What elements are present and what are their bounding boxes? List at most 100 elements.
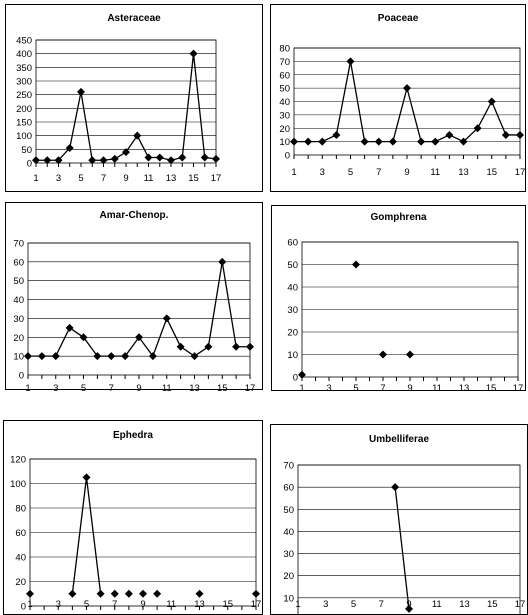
y-tick-label: 0 xyxy=(19,371,24,382)
x-tick-label: 17 xyxy=(515,599,526,610)
x-tick-label: 17 xyxy=(515,167,526,178)
x-tick-label: 5 xyxy=(78,173,83,184)
chart-panel-2: Amar-Chenop. 0 10 20 30 40 50 60 70 1 3 5 7 9 11 13 15 17 xyxy=(5,202,263,394)
y-tick-label: 60 xyxy=(287,238,298,249)
x-tick-label: 9 xyxy=(136,383,141,394)
data-point xyxy=(459,137,468,146)
y-tick-label: 10 xyxy=(279,137,290,148)
x-tick-label: 13 xyxy=(458,167,469,178)
data-point xyxy=(167,156,175,165)
y-tick-label: 450 xyxy=(16,36,32,47)
data-point xyxy=(406,350,414,359)
x-tick-label: 5 xyxy=(348,167,353,178)
y-tick-label: 0 xyxy=(285,151,290,162)
y-tick-label: 50 xyxy=(21,145,32,156)
x-tick-label: 3 xyxy=(323,599,328,610)
y-tick-label: 150 xyxy=(16,118,32,129)
x-tick-label: 11 xyxy=(430,167,440,178)
x-tick-label: 15 xyxy=(487,599,498,610)
y-tick-label: 120 xyxy=(10,455,26,466)
data-point xyxy=(332,130,341,139)
data-point xyxy=(43,156,52,165)
x-tick-label: 11 xyxy=(166,599,176,610)
x-tick-label: 1 xyxy=(295,599,300,610)
data-point xyxy=(96,589,105,598)
data-point xyxy=(124,589,133,598)
x-tick-label: 3 xyxy=(320,167,325,178)
x-tick-label: 5 xyxy=(351,599,356,610)
data-point xyxy=(204,342,213,351)
x-tick-label: 11 xyxy=(162,383,172,394)
y-tick-label: 350 xyxy=(16,63,32,74)
data-point xyxy=(388,137,397,146)
x-tick-label: 17 xyxy=(211,173,222,184)
data-point xyxy=(403,84,411,93)
data-point xyxy=(318,137,327,146)
data-point xyxy=(431,137,440,146)
y-tick-label: 70 xyxy=(283,461,294,472)
data-point xyxy=(501,130,510,139)
x-tick-label: 7 xyxy=(376,167,381,178)
data-point xyxy=(26,589,34,598)
data-point xyxy=(77,87,85,96)
data-point xyxy=(107,352,116,361)
y-tick-label: 20 xyxy=(13,333,24,344)
data-point xyxy=(99,156,108,165)
y-tick-label: 60 xyxy=(15,528,26,539)
data-point xyxy=(360,137,369,146)
chart-panel-0: Asteraceae 0 50 100 150 200 250 300 350 400 450 1 3 5… xyxy=(5,4,263,192)
x-tick-label: 1 xyxy=(291,167,296,178)
data-point xyxy=(65,323,74,332)
data-point xyxy=(54,156,63,165)
y-tick-label: 50 xyxy=(283,505,294,516)
data-point xyxy=(246,342,254,351)
series-line xyxy=(394,487,410,610)
x-tick-label: 15 xyxy=(217,383,228,394)
y-tick-label: 40 xyxy=(13,295,24,306)
x-tick-label: 5 xyxy=(353,383,358,394)
data-point xyxy=(304,137,313,146)
chart-title: Gomphrena xyxy=(370,212,427,223)
x-tick-label: 1 xyxy=(27,599,32,610)
y-tick-label: 20 xyxy=(15,577,26,588)
y-tick-label: 20 xyxy=(283,571,294,582)
x-tick-label: 3 xyxy=(53,383,58,394)
x-tick-label: 3 xyxy=(56,599,61,610)
x-tick-label: 13 xyxy=(194,599,205,610)
y-tick-label: 400 xyxy=(16,49,32,60)
chart-title: Ephedra xyxy=(113,430,153,441)
y-tick-label: 20 xyxy=(287,328,298,339)
data-point xyxy=(189,49,198,58)
y-tick-label: 50 xyxy=(279,84,290,95)
chart-title: Amar-Chenop. xyxy=(100,210,169,221)
data-point xyxy=(93,352,102,361)
data-point xyxy=(352,260,360,269)
data-point xyxy=(176,342,185,351)
data-point xyxy=(195,589,204,598)
y-tick-label: 80 xyxy=(279,44,290,55)
y-tick-label: 60 xyxy=(279,70,290,81)
data-point xyxy=(122,148,130,157)
data-point xyxy=(110,154,119,163)
x-tick-label: 3 xyxy=(56,173,61,184)
data-point xyxy=(88,156,97,165)
data-point xyxy=(298,370,306,379)
y-tick-label: 200 xyxy=(16,104,32,115)
y-tick-label: 30 xyxy=(287,305,298,316)
chart-title: Asteraceae xyxy=(107,13,161,24)
chart-title: Umbelliferae xyxy=(369,434,429,445)
x-tick-label: 7 xyxy=(101,173,106,184)
x-tick-label: 13 xyxy=(459,599,470,610)
chart-panel-4: Ephedra 0 20 40 60 80 100 120 1 3 5 7 9 11 13 15 17 xyxy=(3,420,263,615)
y-tick-label: 80 xyxy=(15,504,26,515)
chart-title: Poaceae xyxy=(378,13,419,24)
data-point xyxy=(51,352,60,361)
y-tick-label: 100 xyxy=(10,479,26,490)
x-tick-label: 13 xyxy=(166,173,177,184)
data-point xyxy=(32,156,40,165)
